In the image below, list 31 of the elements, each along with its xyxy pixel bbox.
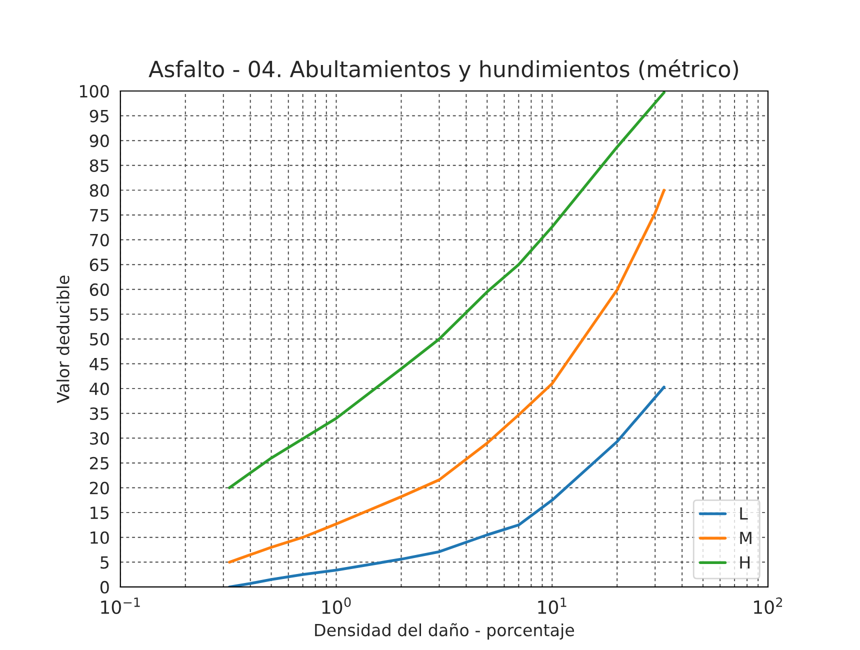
x-axis-title: Densidad del daño - porcentaje bbox=[315, 623, 574, 640]
legend-label: H bbox=[740, 556, 750, 568]
x-tick-label: 10$^{−1}$ bbox=[101, 598, 140, 614]
y-tick-label: 45 bbox=[90, 358, 109, 370]
y-tick-label: 95 bbox=[90, 110, 109, 122]
y-tick-label: 90 bbox=[90, 134, 109, 148]
y-tick-label: 30 bbox=[90, 432, 109, 445]
chart-title: Asfalto - 04. Abultamientos y hundimientos (métrico) bbox=[148, 59, 738, 82]
y-axis-title: Valor deducible bbox=[56, 276, 70, 404]
x-tick-label: 10$^{1}$ bbox=[538, 598, 566, 614]
y-tick-label: 55 bbox=[90, 308, 109, 321]
x-tick-label: 10$^{0}$ bbox=[322, 597, 351, 614]
y-tick-label: 0 bbox=[100, 580, 109, 594]
y-tick-label: 50 bbox=[90, 332, 109, 346]
y-tick-label: 5 bbox=[100, 556, 109, 569]
legend-label: M bbox=[740, 532, 752, 544]
y-tick-label: 40 bbox=[90, 382, 109, 396]
y-tick-label: 80 bbox=[90, 184, 109, 197]
y-tick-label: 75 bbox=[90, 209, 109, 222]
y-tick-label: 70 bbox=[90, 234, 109, 246]
x-tick-label: 10$^{2}$ bbox=[754, 597, 782, 614]
y-tick-label: 15 bbox=[90, 506, 109, 520]
y-tick-label: 65 bbox=[90, 258, 109, 272]
y-tick-label: 60 bbox=[90, 283, 109, 296]
y-tick-label: 10 bbox=[90, 531, 109, 544]
y-tick-label: 35 bbox=[90, 407, 109, 420]
y-tick-label: 85 bbox=[90, 159, 109, 172]
legend-label: L bbox=[740, 507, 748, 520]
y-tick-label: 25 bbox=[90, 456, 109, 470]
y-tick-label: 100 bbox=[80, 84, 109, 98]
y-tick-label: 20 bbox=[90, 482, 109, 494]
